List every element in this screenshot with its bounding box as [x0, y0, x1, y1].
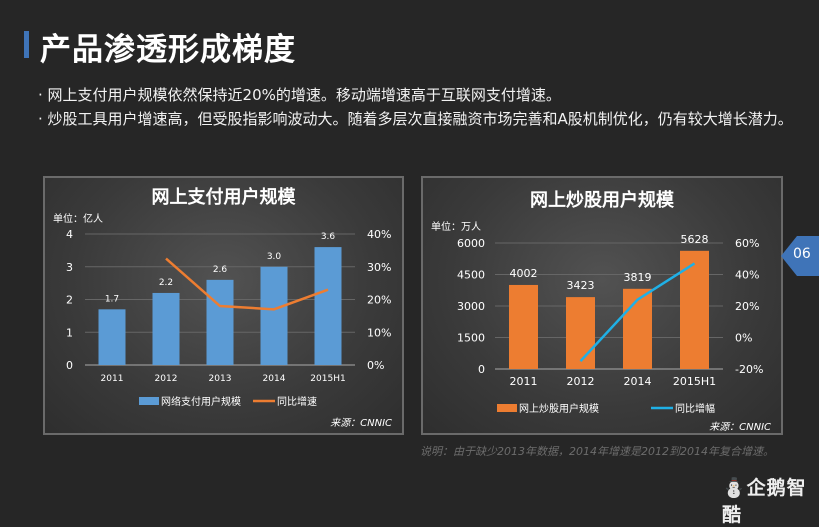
- bar-label: 3.0: [267, 252, 282, 262]
- line-series: [165, 257, 329, 311]
- bar: [314, 247, 342, 365]
- bar-label: 5628: [681, 233, 709, 246]
- page-number: 06: [793, 246, 811, 262]
- x-tick-label: 2011: [510, 375, 538, 388]
- y-tick-label: 3: [66, 261, 73, 274]
- y2-tick-label: 20%: [367, 294, 391, 307]
- legend-label: 同比增幅: [675, 402, 715, 415]
- unit-label: 单位：万人: [431, 220, 481, 233]
- chart-title: 网上支付用户规模: [152, 186, 297, 208]
- y2-tick-label: 10%: [367, 326, 391, 339]
- bar-label: 2.6: [213, 265, 228, 275]
- page-indicator: [797, 236, 819, 276]
- bar-label: 3819: [624, 271, 652, 284]
- source-label: 来源：CNNIC: [330, 417, 392, 429]
- y2-tick-label: 20%: [735, 300, 759, 313]
- legend-label: 网络支付用户规模: [161, 395, 241, 408]
- chart-note: 说明：由于缺少2013年数据，2014年增速是2012到2014年复合增速。: [420, 445, 774, 458]
- bullet-list: · 网上支付用户规模依然保持近20%的增速。移动端增速高于互联网支付增速。 · …: [38, 83, 798, 131]
- y-tick-label: 4500: [457, 269, 485, 282]
- legend-swatch-bar: [139, 397, 159, 405]
- y2-tick-label: 40%: [367, 228, 391, 241]
- y2-tick-label: 30%: [367, 261, 391, 274]
- page-indicator-arrow: [781, 236, 797, 276]
- x-tick-label: 2015H1: [310, 374, 345, 384]
- bar: [260, 266, 288, 365]
- y-tick-label: 1: [66, 326, 73, 339]
- bar-label: 1.7: [105, 294, 119, 304]
- y-tick-label: 0: [478, 363, 485, 376]
- logo-text: 企鹅智酷: [722, 477, 807, 526]
- y-tick-label: 3000: [457, 300, 485, 313]
- bullet-item: · 网上支付用户规模依然保持近20%的增速。移动端增速高于互联网支付增速。: [38, 86, 561, 104]
- title-accent-bar: [24, 31, 29, 58]
- y-tick-label: 1500: [457, 332, 485, 345]
- x-tick-label: 2013: [209, 374, 232, 384]
- bar-label: 4002: [510, 267, 538, 280]
- bar-label: 2.2: [159, 278, 173, 288]
- page-title: 产品渗透形成梯度: [40, 32, 296, 68]
- logo: ⛄企鹅智酷: [722, 477, 807, 526]
- bar: [152, 292, 180, 365]
- bar: [206, 279, 234, 365]
- y2-tick-label: 60%: [735, 237, 759, 250]
- bar: [566, 297, 595, 369]
- x-tick-label: 2012: [567, 375, 595, 388]
- x-tick-label: 2014: [624, 375, 652, 388]
- unit-label: 单位：亿人: [53, 212, 103, 225]
- y-tick-label: 6000: [457, 237, 485, 250]
- bar-label: 3423: [567, 279, 595, 292]
- y2-tick-label: -20%: [735, 363, 763, 376]
- y-tick-label: 0: [66, 359, 73, 372]
- bar: [509, 284, 538, 369]
- y2-tick-label: 0%: [735, 332, 752, 345]
- chart-title: 网上炒股用户规模: [530, 189, 675, 211]
- line-series: [579, 262, 696, 362]
- x-tick-label: 2011: [101, 374, 124, 384]
- chart-panel-stock: 网上炒股用户规模 单位：万人 0 -20% 1500 0% 3000 20% 4500 40% 60…: [421, 176, 783, 435]
- x-tick-label: 2012: [155, 374, 178, 384]
- chart-panel-payment: 网上支付用户规模单位：亿人 0 0% 1 10% 2 20% 3 30% 4 40% 1.7 2011 2…: [43, 176, 404, 435]
- legend-swatch-bar: [497, 404, 517, 412]
- legend-label: 网上炒股用户规模: [519, 402, 599, 415]
- bullet-item: · 炒股工具用户增速高，但受股指影响波动大。随着多层次直接融资市场完善和A股机制…: [38, 110, 793, 128]
- bar: [623, 288, 652, 369]
- legend-label: 同比增速: [277, 395, 317, 408]
- y2-tick-label: 40%: [735, 269, 759, 282]
- y-tick-label: 2: [66, 294, 73, 307]
- x-tick-label: 2015H1: [673, 375, 716, 388]
- bar-label: 3.6: [321, 232, 336, 242]
- x-tick-label: 2014: [263, 374, 286, 384]
- bar: [98, 309, 126, 365]
- y2-tick-label: 0%: [367, 359, 384, 372]
- y-tick-label: 4: [66, 228, 73, 241]
- source-label: 来源：CNNIC: [709, 421, 771, 433]
